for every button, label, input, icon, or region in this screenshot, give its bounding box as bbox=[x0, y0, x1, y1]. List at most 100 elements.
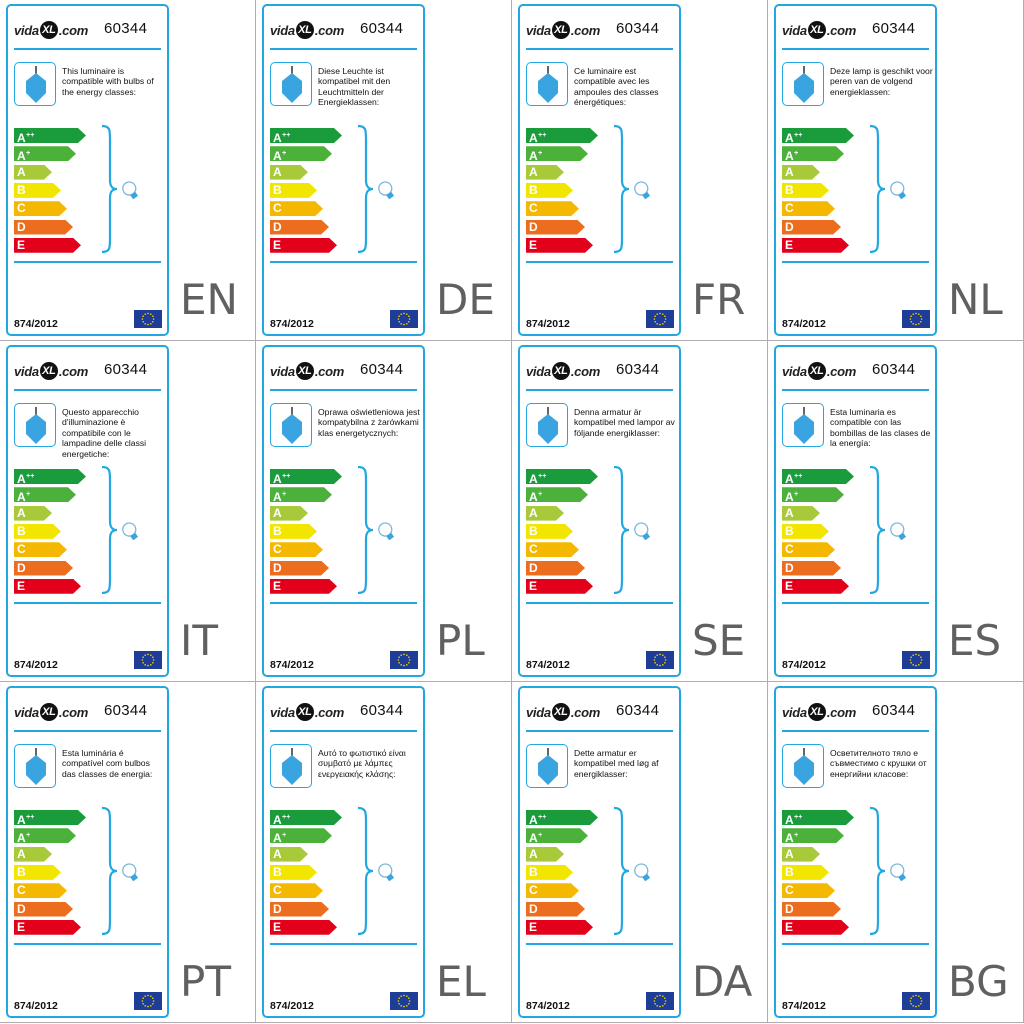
light-bulb-icon bbox=[118, 519, 144, 550]
energy-class-plus: + bbox=[794, 491, 799, 499]
energy-class-arrow: C bbox=[526, 542, 579, 557]
model-number: 60344 bbox=[104, 361, 148, 378]
light-bulb-icon bbox=[630, 178, 656, 209]
logo-prefix: vida bbox=[14, 704, 39, 720]
eu-flag-icon bbox=[902, 310, 930, 328]
energy-class-arrow: D bbox=[14, 220, 73, 235]
eu-flag-icon bbox=[390, 992, 418, 1010]
energy-class-letter: A bbox=[785, 149, 794, 164]
energy-class-arrow: A+ bbox=[14, 828, 76, 843]
energy-class-plus: + bbox=[282, 150, 287, 158]
energy-class-plus: + bbox=[538, 150, 543, 158]
energy-class-arrow: C bbox=[782, 883, 835, 898]
top-divider bbox=[270, 730, 417, 732]
language-code: FR bbox=[692, 275, 746, 324]
energy-class-arrow: D bbox=[270, 561, 329, 576]
energy-class-plus: ++ bbox=[538, 132, 547, 139]
energy-class-arrow: B bbox=[782, 865, 829, 880]
energy-class-arrow: A++ bbox=[526, 810, 598, 825]
energy-class-arrow: A bbox=[14, 847, 52, 862]
light-bulb-icon bbox=[374, 178, 400, 209]
energy-class-arrow: B bbox=[270, 183, 317, 198]
energy-class-letter: A bbox=[785, 505, 794, 520]
model-number: 60344 bbox=[616, 702, 660, 719]
energy-class-letter: B bbox=[17, 523, 26, 538]
energy-class-arrow: A+ bbox=[270, 487, 332, 502]
energy-class-arrow: A+ bbox=[782, 146, 844, 161]
energy-class-letter: A bbox=[785, 490, 794, 505]
energy-class-arrow: D bbox=[526, 902, 585, 917]
energy-class-plus: ++ bbox=[794, 473, 803, 480]
energy-label-card: vida XL .com 60344 Diese Leuchte ist kompati… bbox=[262, 4, 425, 336]
energy-class-arrow: D bbox=[782, 561, 841, 576]
top-divider bbox=[782, 730, 929, 732]
energy-class-letter: D bbox=[529, 901, 538, 916]
logo-badge: XL bbox=[807, 362, 826, 380]
energy-class-letter: B bbox=[273, 523, 282, 538]
energy-class-arrow: D bbox=[14, 561, 73, 576]
energy-class-arrow: E bbox=[782, 238, 849, 253]
curly-brace-icon bbox=[100, 806, 120, 941]
energy-class-arrow: A++ bbox=[270, 810, 342, 825]
logo-badge: XL bbox=[807, 703, 826, 721]
eu-flag-icon bbox=[390, 310, 418, 328]
energy-label-card: vida XL .com 60344 Ce luminaire est compatib… bbox=[518, 4, 681, 336]
energy-class-letter: B bbox=[785, 182, 794, 197]
language-code: DE bbox=[436, 275, 495, 324]
pendant-lamp-icon bbox=[526, 744, 568, 788]
language-code: PL bbox=[436, 616, 485, 665]
energy-class-arrow: C bbox=[14, 883, 67, 898]
energy-class-arrow: E bbox=[270, 920, 337, 935]
energy-class-arrow: A+ bbox=[526, 146, 588, 161]
bottom-divider bbox=[14, 261, 161, 263]
energy-class-letter: A bbox=[273, 490, 282, 505]
compatibility-text: Diese Leuchte ist kompatibel mit den Leu… bbox=[318, 66, 391, 108]
regulation-number: 874/2012 bbox=[14, 1000, 58, 1012]
energy-label-card: vida XL .com 60344 Oprawa oświetleniowa jest… bbox=[262, 345, 425, 677]
logo-prefix: vida bbox=[270, 22, 295, 38]
top-divider bbox=[526, 730, 673, 732]
curly-brace-icon bbox=[356, 806, 376, 941]
energy-class-plus: ++ bbox=[794, 814, 803, 821]
energy-class-arrow: A+ bbox=[14, 487, 76, 502]
label-cell-fr: vida XL .com 60344 Ce luminaire est compatib… bbox=[512, 0, 768, 341]
energy-class-arrow: A bbox=[14, 506, 52, 521]
eu-flag-icon bbox=[902, 651, 930, 669]
language-code: PT bbox=[180, 957, 231, 1006]
pendant-lamp-icon bbox=[782, 744, 824, 788]
eu-flag-icon bbox=[134, 992, 162, 1010]
energy-class-letter: E bbox=[17, 919, 26, 934]
energy-class-arrow: A++ bbox=[270, 128, 342, 143]
curly-brace-icon bbox=[868, 806, 888, 941]
logo-suffix: .com bbox=[826, 22, 856, 38]
energy-class-arrow: D bbox=[782, 220, 841, 235]
energy-class-plus: ++ bbox=[282, 814, 291, 821]
energy-class-letter: A bbox=[529, 490, 538, 505]
energy-class-arrow: E bbox=[782, 579, 849, 594]
energy-class-arrow: A++ bbox=[526, 128, 598, 143]
energy-class-plus: ++ bbox=[282, 132, 291, 139]
label-cell-pl: vida XL .com 60344 Oprawa oświetleniowa jest… bbox=[256, 341, 512, 682]
energy-class-arrow: A bbox=[526, 165, 564, 180]
energy-class-arrow: D bbox=[782, 902, 841, 917]
logo-suffix: .com bbox=[826, 704, 856, 720]
vidaxl-logo: vida XL .com bbox=[526, 700, 612, 724]
energy-class-letter: D bbox=[17, 901, 26, 916]
bottom-divider bbox=[270, 261, 417, 263]
curly-brace-icon bbox=[356, 124, 376, 259]
vidaxl-logo: vida XL .com bbox=[14, 359, 100, 383]
energy-class-arrow: E bbox=[526, 920, 593, 935]
energy-class-plus: + bbox=[538, 491, 543, 499]
energy-class-arrow: C bbox=[526, 201, 579, 216]
regulation-number: 874/2012 bbox=[782, 1000, 826, 1012]
vidaxl-logo: vida XL .com bbox=[14, 18, 100, 42]
energy-class-arrow: A bbox=[270, 847, 308, 862]
energy-class-letter: C bbox=[529, 542, 538, 557]
energy-class-arrow: A bbox=[270, 506, 308, 521]
bottom-divider bbox=[782, 943, 929, 945]
logo-suffix: .com bbox=[570, 363, 600, 379]
vidaxl-logo: vida XL .com bbox=[782, 700, 868, 724]
model-number: 60344 bbox=[360, 361, 404, 378]
energy-class-letter: D bbox=[785, 560, 794, 575]
vidaxl-logo: vida XL .com bbox=[270, 359, 356, 383]
